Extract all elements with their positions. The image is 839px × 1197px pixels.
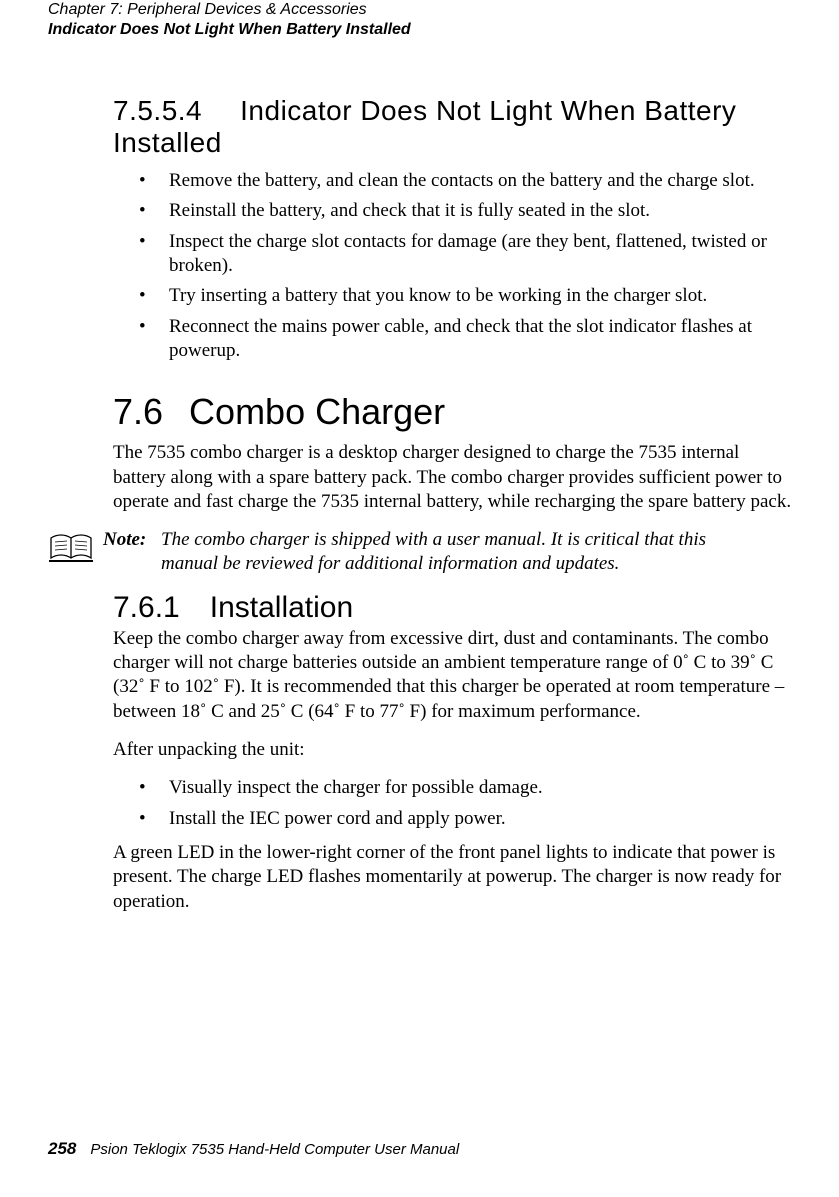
list-item: Visually inspect the charger for possibl… xyxy=(113,776,794,800)
paragraph: The 7535 combo charger is a desktop char… xyxy=(113,441,794,514)
paragraph: Keep the combo charger away from excessi… xyxy=(113,627,794,724)
paragraph: After unpacking the unit: xyxy=(113,738,794,762)
list-item: Install the IEC power cord and apply pow… xyxy=(113,807,794,831)
page-number: 258 xyxy=(48,1139,76,1158)
heading-number: 7.6 xyxy=(113,391,163,433)
body-column: 7.6.1 Installation Keep the combo charger… xyxy=(113,591,794,914)
heading-number: 7.6.1 xyxy=(113,591,180,625)
list-item: Try inserting a battery that you know to… xyxy=(113,284,794,308)
note-body-line1: The combo charger is shipped with a user… xyxy=(161,529,706,550)
list-item: Inspect the charge slot contacts for dam… xyxy=(113,230,794,279)
heading-text: Combo Charger xyxy=(189,391,445,432)
footer-title: Psion Teklogix 7535 Hand-Held Computer U… xyxy=(90,1141,459,1158)
runhead-section: Indicator Does Not Light When Battery In… xyxy=(48,20,794,40)
list-item: Reconnect the mains power cable, and che… xyxy=(113,315,794,364)
page: Chapter 7: Peripheral Devices & Accessor… xyxy=(0,0,839,1197)
heading-text: Installation xyxy=(210,591,353,624)
note-body-line2: manual be reviewed for additional inform… xyxy=(161,552,706,576)
heading-text: Indicator Does Not Light When Battery In… xyxy=(113,95,736,158)
list-item: Reinstall the battery, and check that it… xyxy=(113,199,794,223)
note-block: Note:The combo charger is shipped with a… xyxy=(48,528,794,577)
heading-7-6: 7.6 Combo Charger xyxy=(113,391,794,433)
note-text: Note:The combo charger is shipped with a… xyxy=(103,528,706,577)
heading-number: 7.5.5.4 xyxy=(113,95,202,127)
heading-7-6-1: 7.6.1 Installation xyxy=(113,591,794,625)
page-footer: 258 Psion Teklogix 7535 Hand-Held Compute… xyxy=(48,1139,459,1159)
body-column: 7.5.5.4Indicator Does Not Light When Bat… xyxy=(113,95,794,514)
paragraph: A green LED in the lower-right corner of… xyxy=(113,841,794,914)
list-item: Remove the battery, and clean the contac… xyxy=(113,169,794,193)
open-book-icon xyxy=(47,528,103,571)
running-header: Chapter 7: Peripheral Devices & Accessor… xyxy=(48,0,794,40)
note-label: Note: xyxy=(103,528,161,552)
runhead-chapter: Chapter 7: Peripheral Devices & Accessor… xyxy=(48,0,794,20)
bullet-list-7-5-5-4: Remove the battery, and clean the contac… xyxy=(113,169,794,363)
bullet-list-7-6-1: Visually inspect the charger for possibl… xyxy=(113,776,794,831)
heading-7-5-5-4: 7.5.5.4Indicator Does Not Light When Bat… xyxy=(113,95,794,159)
